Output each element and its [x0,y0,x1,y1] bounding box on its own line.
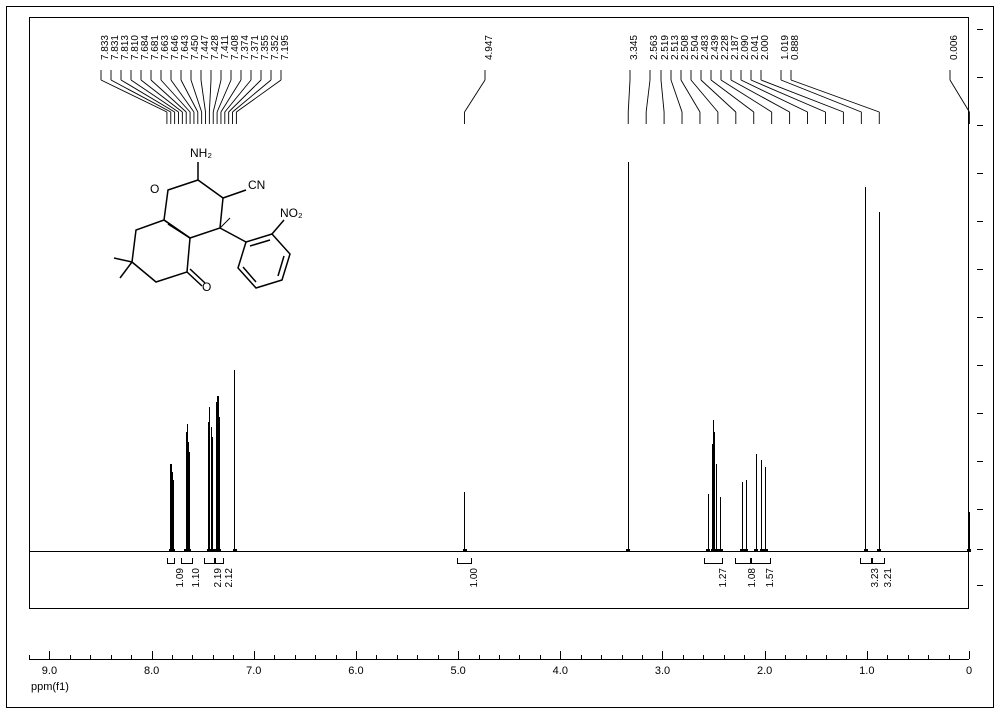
nmr-peak [765,467,766,552]
peak-ppm-label: 0.888 [791,35,801,60]
nmr-peak [628,162,629,552]
peak-ppm-label: 7.195 [281,35,291,60]
axis-tick-label: 1.0 [859,665,874,677]
integral-bracket [704,558,722,564]
nmr-peak [209,407,210,552]
nmr-peak [761,460,762,552]
integral-bracket [167,558,175,564]
integral-bracket [860,558,872,564]
nmr-peak [464,492,465,552]
axis-tick-label: 0 [966,665,972,677]
nmr-peak [879,212,880,552]
nmr-peak [969,512,970,552]
integral-value: 3.21 [883,568,894,587]
nmr-peak [742,482,743,552]
axis-label: ppm(f1) [31,681,69,693]
nmr-peak [172,480,173,552]
peak-ppm-label: 2.563 [650,35,660,60]
integral-value: 2.19 [213,568,224,587]
nmr-plot-area: 7.8337.8317.8137.8107.6847.6817.6637.646… [29,17,969,609]
integral-value: 1.10 [191,568,202,587]
nmr-peak [746,480,747,552]
leader-lines [30,72,968,124]
integral-value: 1.00 [469,568,480,587]
nmr-peak [708,494,709,552]
peak-ppm-label: 2.000 [761,35,771,60]
integral-bracket [457,558,472,564]
spectrum [30,128,968,552]
peak-ppm-label: 3.345 [630,35,640,60]
integral-value: 2.12 [224,568,235,587]
integral-value: 1.57 [765,568,776,587]
axis-tick-label: 5.0 [450,665,465,677]
x-axis: 9.08.07.06.05.04.03.02.01.00 ppm(f1) [29,625,969,685]
integral-value: 1.09 [175,568,186,587]
integral-bracket [204,558,215,564]
axis-tick-label: 7.0 [246,665,261,677]
axis-tick-label: 8.0 [144,665,159,677]
integral-bracket [215,558,224,564]
nmr-peak [234,370,235,552]
axis-tick-label: 6.0 [348,665,363,677]
integral-bracket [751,558,770,564]
axis-tick-label: 3.0 [655,665,670,677]
integral-value: 1.08 [747,568,758,587]
axis-tick-label: 4.0 [553,665,568,677]
integral-value: 1.27 [718,568,729,587]
nmr-peak [218,417,219,552]
peak-ppm-label: 4.947 [485,35,495,60]
figure-frame: 7.8337.8317.8137.8107.6847.6817.6637.646… [6,6,994,708]
nmr-peak [189,452,190,552]
nmr-peak [716,464,717,552]
nmr-peak [756,454,757,552]
integral-bracket [181,558,193,564]
integral-bracket [735,558,751,564]
nmr-peak [714,432,715,552]
integral-value: 3.23 [870,568,881,587]
axis-line [29,659,969,660]
axis-tick-label: 9.0 [42,665,57,677]
integral-row: 1.09 1.10 2.192.12 1.00 1.27 1.08 1.57 3.233.21 [30,558,968,600]
peak-ppm-label: 0.006 [950,35,960,60]
nmr-peak [865,187,866,552]
right-scale-ticks [977,23,983,603]
axis-tick-label: 2.0 [757,665,772,677]
nmr-peak [720,497,721,552]
nmr-peak [212,437,213,552]
integral-bracket [872,558,885,564]
